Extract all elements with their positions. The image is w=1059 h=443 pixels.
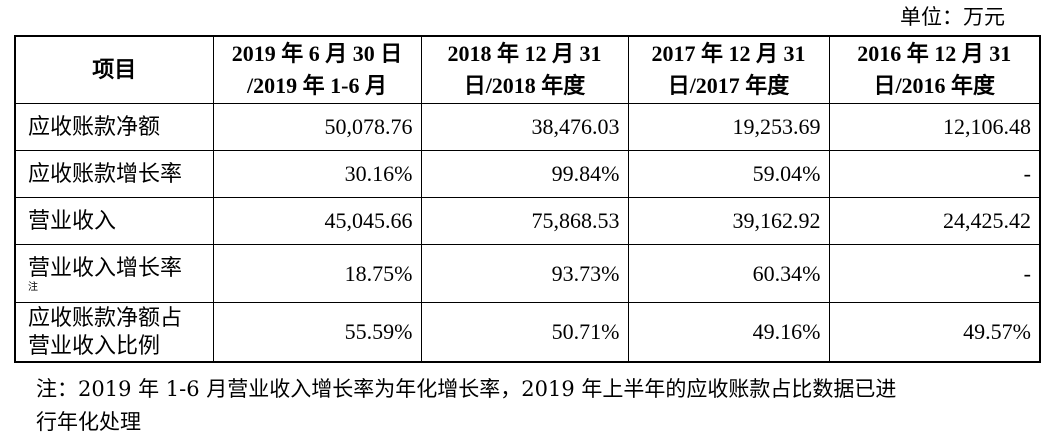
table-row: 应收账款净额占 营业收入比例 55.59% 50.71% 49.16% 49.57… (14, 302, 1041, 363)
table-cell: 45,045.66 (212, 197, 422, 245)
table-cell: 49.57% (828, 302, 1041, 363)
unit-label: 单位：万元 (900, 5, 1005, 29)
table-cell: 50.71% (420, 302, 629, 363)
table-cell: 18.75% (212, 244, 422, 303)
table-cell: 49.16% (627, 302, 830, 363)
table-row: 应收账款增长率 30.16% 99.84% 59.04% - (14, 150, 1041, 198)
header-line: 2017 年 12 月 31 (651, 41, 806, 66)
table-cell: 30.16% (212, 150, 422, 198)
header-2018: 2018 年 12 月 31 日/2018 年度 (420, 35, 629, 104)
table-row: 营业收入增长率注 18.75% 93.73% 60.34% - (14, 244, 1041, 303)
footnote: 注：2019 年 1-6 月营业收入增长率为年化增长率，2019 年上半年的应收… (36, 373, 1036, 439)
header-line: 2016 年 12 月 31 (857, 41, 1012, 66)
row-label: 营业收入增长率注 (14, 244, 214, 303)
table-cell: 50,078.76 (212, 103, 422, 151)
header-line: 日/2016 年度 (873, 73, 996, 98)
footnote-line: 注：2019 年 1-6 月营业收入增长率为年化增长率，2019 年上半年的应收… (36, 377, 897, 401)
table-row: 营业收入 45,045.66 75,868.53 39,162.92 24,42… (14, 197, 1041, 245)
table-cell: 59.04% (627, 150, 830, 198)
row-label-line: 应收账款净额占 (28, 305, 183, 330)
header-line: 2019 年 6 月 30 日 (231, 41, 403, 66)
row-label: 应收账款增长率 (14, 150, 214, 198)
row-label: 营业收入 (14, 197, 214, 245)
footnote-line: 行年化处理 (36, 410, 141, 434)
header-item: 项目 (14, 35, 214, 104)
table-cell: 38,476.03 (420, 103, 629, 151)
table-cell: 99.84% (420, 150, 629, 198)
financial-table: 项目 2019 年 6 月 30 日/2019 年 1-6 月 2018 年 1… (14, 35, 1041, 363)
table-cell: 24,425.42 (828, 197, 1041, 245)
table-header-row: 项目 2019 年 6 月 30 日/2019 年 1-6 月 2018 年 1… (14, 35, 1041, 104)
table-cell: 55.59% (212, 302, 422, 363)
header-line: 日/2017 年度 (667, 73, 790, 98)
table-row: 应收账款净额 50,078.76 38,476.03 19,253.69 12,… (14, 103, 1041, 151)
header-2016: 2016 年 12 月 31 日/2016 年度 (828, 35, 1041, 104)
table-cell: 12,106.48 (828, 103, 1041, 151)
header-2019h1: 2019 年 6 月 30 日/2019 年 1-6 月 (212, 35, 422, 104)
footnote-marker: 注 (28, 281, 38, 293)
row-label: 应收账款净额 (14, 103, 214, 151)
row-label: 应收账款净额占 营业收入比例 (14, 302, 214, 363)
row-label-text: 营业收入增长率 (28, 254, 183, 280)
table-cell: - (828, 150, 1041, 198)
table-cell: 60.34% (627, 244, 830, 303)
table-cell: 19,253.69 (627, 103, 830, 151)
header-line: 日/2018 年度 (463, 73, 586, 98)
table-cell: 75,868.53 (420, 197, 629, 245)
table-cell: 39,162.92 (627, 197, 830, 245)
table-cell: - (828, 244, 1041, 303)
row-label-line: 营业收入比例 (28, 333, 161, 358)
header-2017: 2017 年 12 月 31 日/2017 年度 (627, 35, 830, 104)
header-line: /2019 年 1-6 月 (247, 73, 387, 98)
header-line: 2018 年 12 月 31 (447, 41, 602, 66)
table-cell: 93.73% (420, 244, 629, 303)
